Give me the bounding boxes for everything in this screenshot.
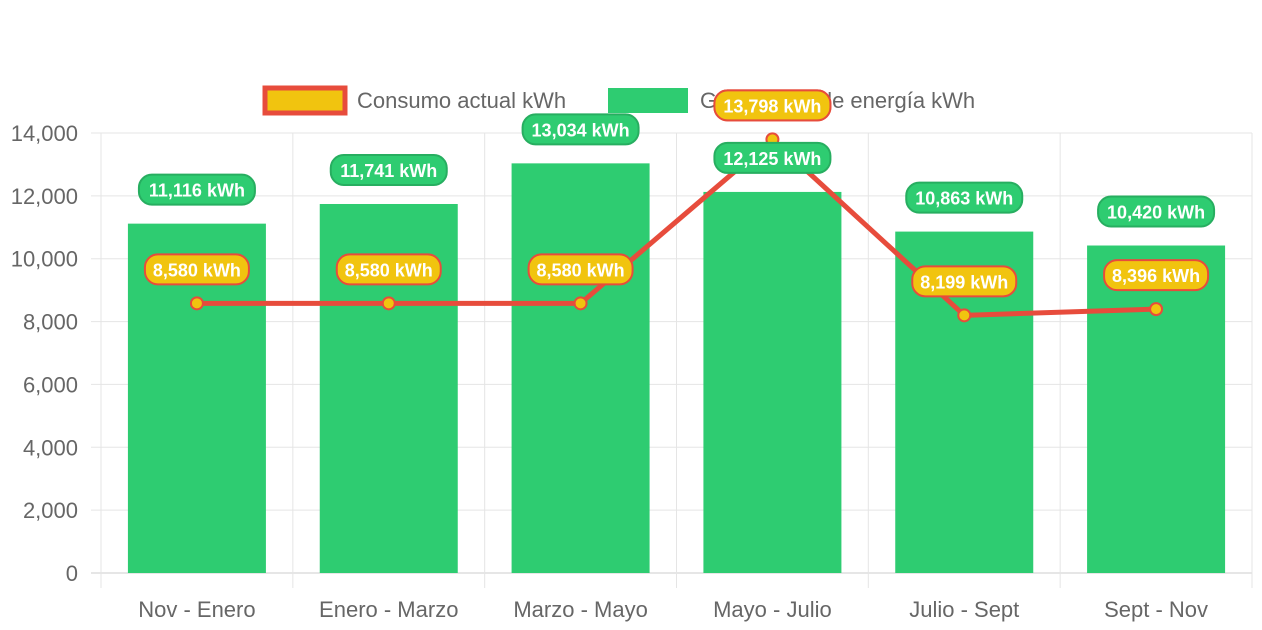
line-data-label-bg bbox=[911, 265, 1018, 298]
line-data-label-bg bbox=[1103, 259, 1210, 292]
line-data-label: 8,580 kWh bbox=[153, 260, 241, 280]
x-tick-label: Marzo - Mayo bbox=[513, 597, 647, 622]
bar-data-label-bg bbox=[905, 181, 1024, 214]
line-data-label-peak: 13,798 kWh bbox=[723, 96, 821, 116]
bar-data-label: 10,420 kWh bbox=[1107, 203, 1205, 223]
x-tick-label: Sept - Nov bbox=[1104, 597, 1208, 622]
line-point bbox=[189, 296, 204, 311]
bar bbox=[703, 191, 842, 573]
line-data-label: 8,396 kWh bbox=[1112, 266, 1200, 286]
line-data-label-bg bbox=[335, 253, 442, 286]
bar bbox=[1087, 245, 1226, 573]
bar bbox=[511, 163, 650, 574]
legend-swatch-consumo bbox=[262, 85, 348, 116]
bar-data-label-bg bbox=[713, 141, 832, 174]
y-tick-label: 12,000 bbox=[11, 184, 78, 209]
line-data-label: 8,199 kWh bbox=[920, 272, 1008, 292]
y-tick-label: 14,000 bbox=[11, 121, 78, 146]
y-tick-label: 6,000 bbox=[23, 372, 78, 397]
y-tick-label: 4,000 bbox=[23, 435, 78, 460]
y-tick-label: 2,000 bbox=[23, 498, 78, 523]
x-tick-label: Enero - Marzo bbox=[319, 597, 458, 622]
bar-data-label: 10,863 kWh bbox=[915, 189, 1013, 209]
y-tick-label: 10,000 bbox=[11, 247, 78, 272]
line-path bbox=[196, 136, 1157, 318]
line-point bbox=[573, 296, 588, 311]
bar-data-label-bg bbox=[521, 113, 640, 146]
bar-data-label-bg bbox=[329, 153, 448, 186]
legend-label-consumo: Consumo actual kWh bbox=[357, 88, 566, 113]
y-tick-label: 0 bbox=[66, 561, 78, 586]
legend-swatch-generacion bbox=[608, 88, 688, 113]
bar-data-label: 13,034 kWh bbox=[532, 120, 630, 140]
x-tick-label: Mayo - Julio bbox=[713, 597, 832, 622]
bar-data-label: 11,741 kWh bbox=[340, 161, 437, 181]
bar-data-label-bg bbox=[137, 173, 256, 206]
line-data-label-bg bbox=[527, 253, 634, 286]
line-data-label-bg bbox=[143, 253, 250, 286]
line-point bbox=[381, 296, 396, 311]
line-data-label-peak-bg bbox=[713, 89, 832, 122]
line-point bbox=[957, 308, 972, 323]
bar-data-label: 12,125 kWh bbox=[723, 149, 821, 169]
bar-data-label: 11,116 kWh bbox=[149, 181, 245, 201]
line-data-label: 8,580 kWh bbox=[345, 260, 433, 280]
bar-data-label-bg bbox=[1097, 195, 1216, 228]
y-tick-label: 8,000 bbox=[23, 310, 78, 335]
x-tick-label: Julio - Sept bbox=[909, 597, 1019, 622]
x-tick-label: Nov - Enero bbox=[138, 597, 255, 622]
line-data-label: 8,580 kWh bbox=[537, 260, 625, 280]
line-point bbox=[1149, 302, 1164, 317]
